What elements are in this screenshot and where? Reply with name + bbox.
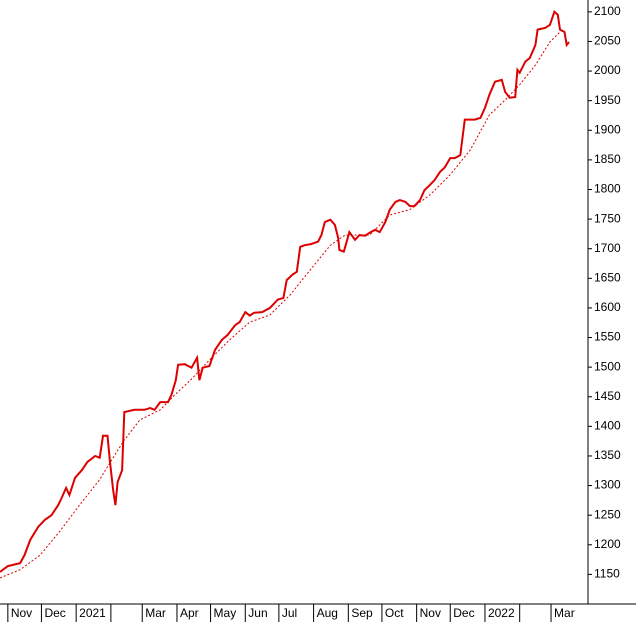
x-tick-label: Mar: [145, 606, 166, 620]
y-tick-label: 1750: [594, 211, 621, 225]
price-line: [0, 10, 570, 573]
x-tick-label: Jul: [282, 606, 297, 620]
x-tick-label: 2021: [79, 606, 106, 620]
y-tick-label: 1400: [594, 419, 621, 433]
x-tick-label: Aug: [317, 606, 338, 620]
y-tick-label: 1500: [594, 359, 621, 373]
y-tick-label: 1450: [594, 389, 621, 403]
x-tick-label: Nov: [420, 606, 441, 620]
x-tick-label: 2022: [488, 606, 515, 620]
y-tick-label: 1250: [594, 507, 621, 521]
x-tick-label: Oct: [385, 606, 404, 620]
x-tick-label: Mar: [554, 606, 575, 620]
y-tick-label: 2100: [594, 4, 621, 18]
x-tick-label: Apr: [180, 606, 199, 620]
y-tick-label: 1550: [594, 330, 621, 344]
y-tick-label: 1700: [594, 241, 621, 255]
y-tick-label: 1600: [594, 300, 621, 314]
y-tick-label: 1150: [594, 567, 620, 581]
x-tick-label: Nov: [11, 606, 32, 620]
y-tick-label: 1850: [594, 152, 621, 166]
y-tick-label: 1900: [594, 122, 621, 136]
x-tick-label: May: [214, 606, 237, 620]
x-tick-label: Sep: [351, 606, 373, 620]
y-tick-label: 1800: [594, 182, 621, 196]
y-tick-label: 1350: [594, 448, 621, 462]
y-tick-label: 2050: [594, 34, 621, 48]
y-tick-label: 2000: [594, 63, 621, 77]
x-tick-label: Dec: [453, 606, 474, 620]
y-tick-label: 1650: [594, 270, 621, 284]
x-tick-label: Jun: [248, 606, 267, 620]
x-tick-label: Dec: [44, 606, 65, 620]
y-tick-label: 1300: [594, 478, 621, 492]
y-tick-label: 1950: [594, 93, 621, 107]
y-tick-label: 1200: [594, 537, 621, 551]
